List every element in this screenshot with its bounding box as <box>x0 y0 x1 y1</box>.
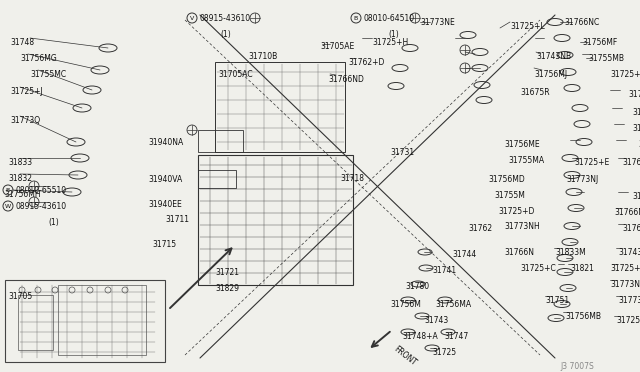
Bar <box>58 285 146 355</box>
Text: 31747: 31747 <box>444 332 468 341</box>
Text: 31829: 31829 <box>215 284 239 293</box>
Text: 31725+D: 31725+D <box>498 207 534 216</box>
Text: 31940VA: 31940VA <box>148 175 182 184</box>
Text: 08010-65510: 08010-65510 <box>16 186 67 195</box>
Text: 31762+B: 31762+B <box>622 224 640 233</box>
Text: 31751: 31751 <box>545 296 569 305</box>
Text: 31766NC: 31766NC <box>564 18 599 27</box>
Text: 31755MC: 31755MC <box>30 70 66 79</box>
Text: 31773NJ: 31773NJ <box>566 175 598 184</box>
Text: (1): (1) <box>48 218 59 227</box>
Text: 31725+E: 31725+E <box>574 158 609 167</box>
Text: 31755M: 31755M <box>494 191 525 200</box>
Text: 31725+B: 31725+B <box>610 264 640 273</box>
Text: 31766NA: 31766NA <box>614 208 640 217</box>
Bar <box>198 170 236 188</box>
Text: 31756MA: 31756MA <box>435 300 471 309</box>
Text: 31756ME: 31756ME <box>504 140 540 149</box>
Text: 31715: 31715 <box>152 240 176 249</box>
Bar <box>5 280 165 362</box>
Text: 31773N: 31773N <box>618 296 640 305</box>
Text: 31743NB: 31743NB <box>536 52 571 61</box>
Text: 31721: 31721 <box>215 268 239 277</box>
Text: 31725+A: 31725+A <box>616 316 640 325</box>
Text: 31731: 31731 <box>390 148 414 157</box>
Text: 31705AC: 31705AC <box>218 70 253 79</box>
Text: 31755MA: 31755MA <box>508 156 544 165</box>
Text: 08010-64510: 08010-64510 <box>364 14 415 23</box>
Text: 31725: 31725 <box>432 348 456 357</box>
Text: 31675R: 31675R <box>520 88 550 97</box>
Text: 31756MD: 31756MD <box>488 175 525 184</box>
Text: 31821: 31821 <box>570 264 594 273</box>
Text: B: B <box>6 187 10 192</box>
Text: 31725+G: 31725+G <box>610 70 640 79</box>
Text: 31773ND: 31773ND <box>632 124 640 133</box>
Text: 31710B: 31710B <box>248 52 277 61</box>
Text: 31725+J: 31725+J <box>10 87 43 96</box>
Text: 31940EE: 31940EE <box>148 200 182 209</box>
Bar <box>215 62 345 152</box>
Text: 31725+L: 31725+L <box>510 22 545 31</box>
Text: 31755MB: 31755MB <box>588 54 624 63</box>
Text: 31756MH: 31756MH <box>4 190 40 199</box>
Text: 31766N: 31766N <box>504 248 534 257</box>
Text: 31773NC: 31773NC <box>628 90 640 99</box>
Text: 31705: 31705 <box>8 292 32 301</box>
Text: 31780: 31780 <box>405 282 429 291</box>
Text: 31762: 31762 <box>468 224 492 233</box>
Bar <box>198 155 353 285</box>
Text: W: W <box>5 203 11 208</box>
Text: 31756MB: 31756MB <box>565 312 601 321</box>
Text: 31756M: 31756M <box>390 300 421 309</box>
Text: 31940NA: 31940NA <box>148 138 183 147</box>
Text: 31743N: 31743N <box>618 248 640 257</box>
Text: 31718: 31718 <box>340 174 364 183</box>
Text: FRONT: FRONT <box>392 344 418 367</box>
Text: 08915-43610: 08915-43610 <box>16 202 67 211</box>
Text: 31833: 31833 <box>8 158 32 167</box>
Text: 31744: 31744 <box>452 250 476 259</box>
Bar <box>18 295 53 350</box>
Text: 31773NE: 31773NE <box>420 18 455 27</box>
Text: 31773NA: 31773NA <box>610 280 640 289</box>
Text: (1): (1) <box>220 30 231 39</box>
Bar <box>198 130 243 152</box>
Text: 31762+C: 31762+C <box>632 108 640 117</box>
Text: 31725+C: 31725+C <box>520 264 556 273</box>
Text: 31766NB: 31766NB <box>622 158 640 167</box>
Text: 31766ND: 31766ND <box>328 75 364 84</box>
Text: 31756MG: 31756MG <box>20 54 57 63</box>
Text: 31762+A: 31762+A <box>632 192 640 201</box>
Text: 31773NH: 31773NH <box>504 222 540 231</box>
Text: 31725+F: 31725+F <box>638 140 640 149</box>
Text: 31743: 31743 <box>424 316 448 325</box>
Text: 31711: 31711 <box>165 215 189 224</box>
Text: 08915-43610: 08915-43610 <box>200 14 251 23</box>
Text: 31833M: 31833M <box>555 248 586 257</box>
Text: V: V <box>190 16 194 20</box>
Text: 31705AE: 31705AE <box>320 42 355 51</box>
Text: 31748: 31748 <box>10 38 34 47</box>
Text: 31756MF: 31756MF <box>582 38 617 47</box>
Text: 31756MJ: 31756MJ <box>534 70 567 79</box>
Text: 31748+A: 31748+A <box>402 332 438 341</box>
Text: (1): (1) <box>388 30 399 39</box>
Text: B: B <box>354 16 358 20</box>
Text: 31832: 31832 <box>8 174 32 183</box>
Text: 31741: 31741 <box>432 266 456 275</box>
Text: 31773Q: 31773Q <box>10 116 40 125</box>
Text: J3 7007S: J3 7007S <box>560 362 594 371</box>
Text: 31762+D: 31762+D <box>348 58 385 67</box>
Text: 31725+H: 31725+H <box>372 38 408 47</box>
